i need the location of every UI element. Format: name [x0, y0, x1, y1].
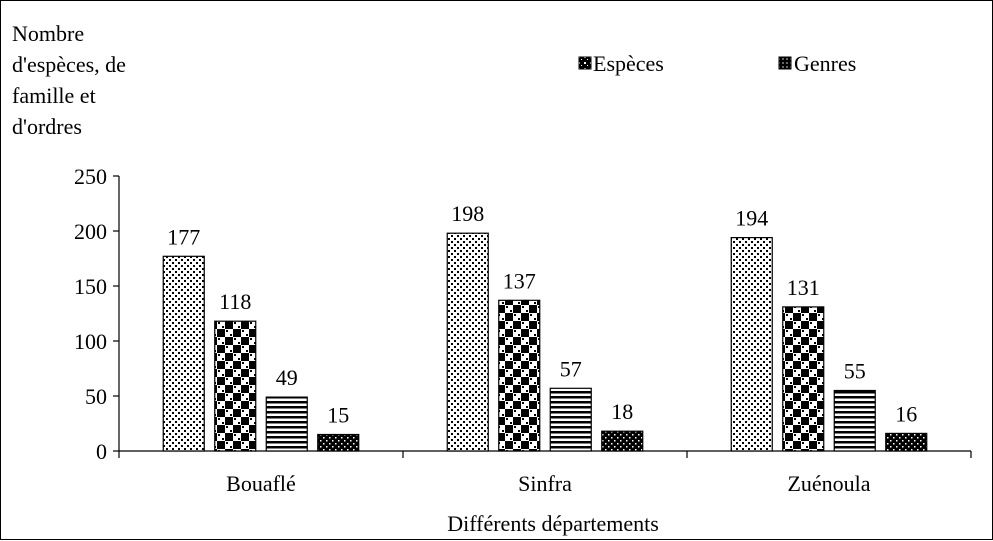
- data-label: 49: [276, 365, 298, 390]
- bar: [602, 431, 643, 451]
- data-label: 16: [895, 401, 917, 426]
- y-tick-label: 100: [74, 329, 107, 354]
- y-ticks: 0 50 100 150 200 250: [74, 164, 119, 464]
- data-label: 57: [560, 356, 582, 381]
- category-label: Sinfra: [518, 471, 572, 496]
- y-tick-label: 200: [74, 219, 107, 244]
- category-labels: Bouaflé Sinfra Zuénoula: [226, 471, 871, 496]
- data-label: 177: [167, 224, 200, 249]
- category-label: Bouaflé: [226, 471, 296, 496]
- y-tick-label: 250: [74, 164, 107, 189]
- y-tick-label: 0: [96, 439, 107, 464]
- data-label: 194: [735, 206, 768, 231]
- data-label: 55: [844, 359, 866, 384]
- bar: [550, 388, 591, 451]
- data-label: 118: [219, 289, 251, 314]
- x-axis-title: Différents départements: [447, 511, 659, 536]
- y-axis-title-line: d'ordres: [12, 114, 82, 139]
- legend-label-especes: Espèces: [593, 51, 664, 76]
- data-label: 15: [327, 403, 349, 428]
- legend-label-genres: Genres: [794, 51, 856, 76]
- legend-swatch-genres: [779, 57, 791, 69]
- bar: [447, 233, 488, 451]
- data-label: 131: [787, 275, 820, 300]
- y-axis-title-line: Nombre: [12, 21, 84, 46]
- x-ticks: [119, 451, 971, 458]
- legend-swatch-especes: [579, 57, 591, 69]
- y-axis-title-line: famille et: [12, 83, 96, 108]
- bars: [163, 233, 927, 451]
- bar: [318, 435, 359, 452]
- y-tick-label: 50: [85, 384, 107, 409]
- bar: [215, 321, 256, 451]
- bar: [886, 433, 927, 451]
- category-label: Zuénoula: [787, 471, 870, 496]
- data-label: 198: [451, 201, 484, 226]
- y-axis-title-line: d'espèces, de: [12, 52, 126, 77]
- data-label: 137: [503, 268, 536, 293]
- y-tick-label: 150: [74, 274, 107, 299]
- bar: [834, 391, 875, 452]
- bar: [266, 397, 307, 451]
- bar: [783, 307, 824, 451]
- legend: Espèces Genres: [579, 51, 856, 76]
- y-axis-title: Nombre d'espèces, de famille et d'ordres: [12, 21, 131, 139]
- bar: [163, 256, 204, 451]
- bar: [499, 300, 540, 451]
- bar: [731, 238, 772, 451]
- data-label: 18: [611, 399, 633, 424]
